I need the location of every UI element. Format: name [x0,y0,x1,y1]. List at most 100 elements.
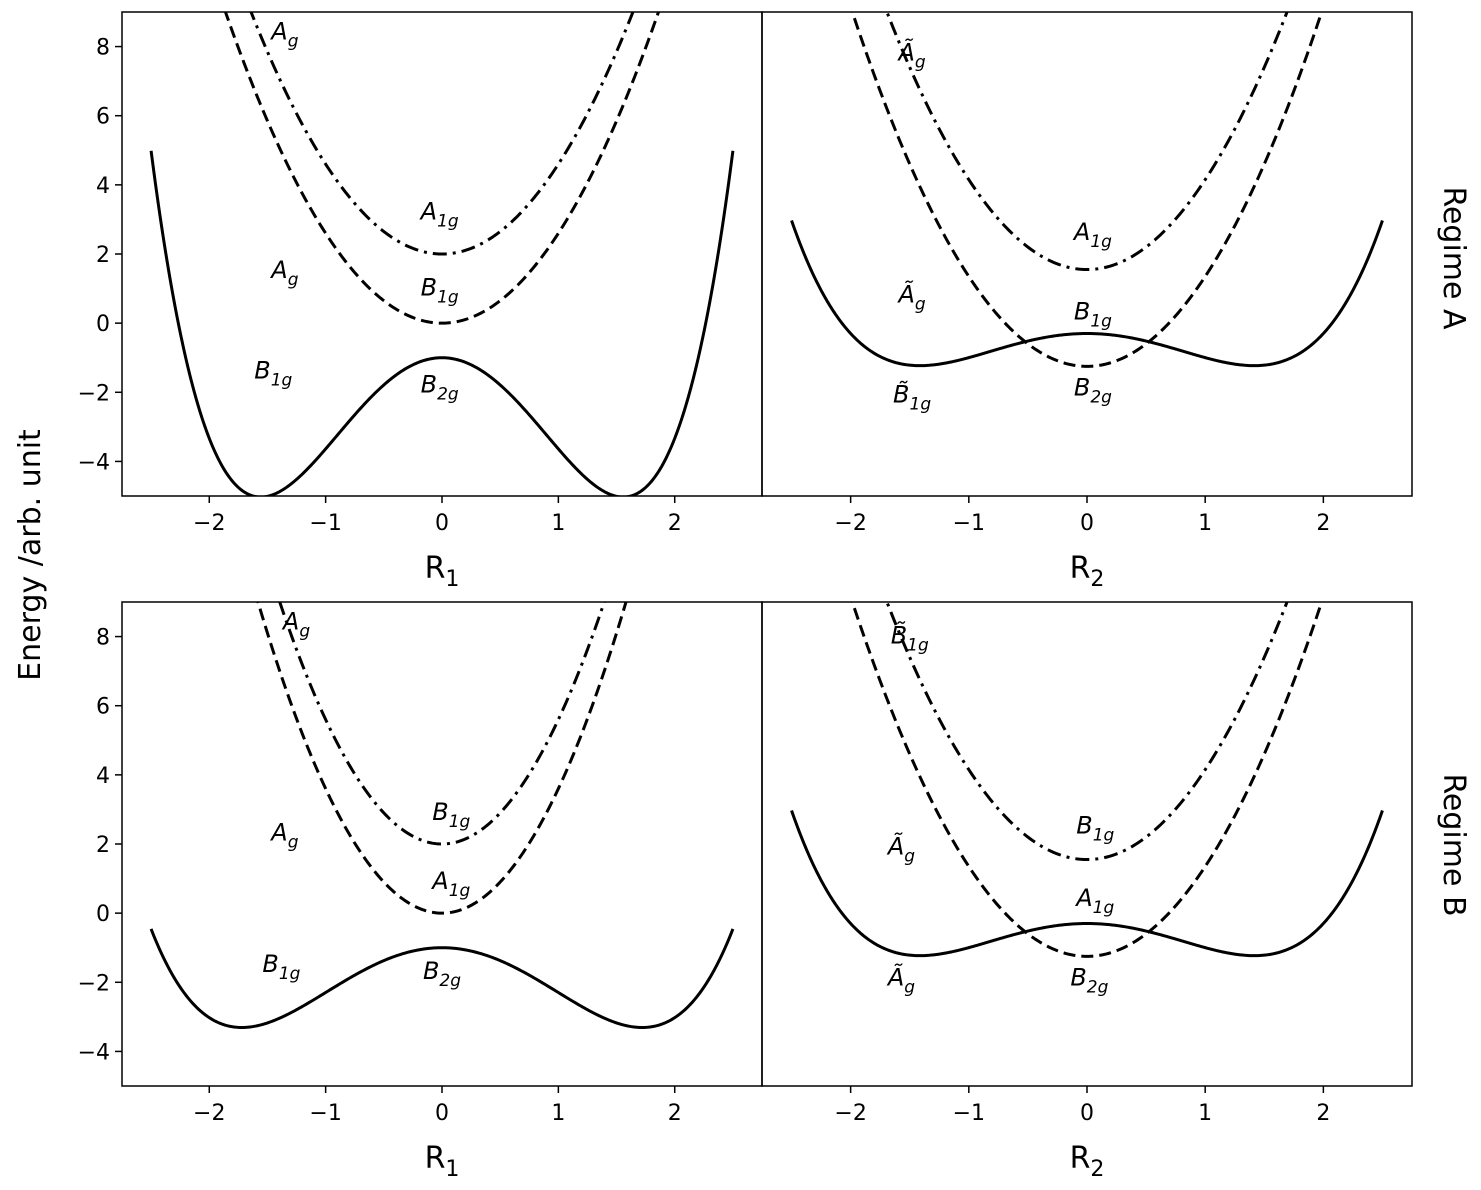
series-line-dashdot [278,602,606,846]
plot-frame [121,601,763,1087]
y-tick-label: 6 [96,105,110,130]
x-tick-label: 2 [668,1101,682,1126]
svg-text:B̃1g: B̃1g [891,621,929,655]
svg-text:B̃1g: B̃1g [893,380,931,414]
x-axis-label: R2 [1070,1141,1105,1182]
x-tick-label: 2 [1316,1101,1330,1126]
y-tick-label: 6 [96,695,110,720]
svg-text:B2g: B2g [1070,964,1108,998]
svg-text:B2g: B2g [421,370,459,404]
series-line-dashed [850,602,1324,958]
svg-text:Ãg: Ãg [886,830,915,866]
plot-frame [761,11,1413,497]
regime-a-label: Regime A [1436,186,1471,330]
panel-3: −2 −1 0 1 2 −4 −2 0 2 4 6 8 R1 Ag B1g Ag A1g B1g B2g [78,601,763,1182]
series-line-solid [149,928,735,1029]
y-tick-label: −4 [78,450,110,475]
curve-label: B1g [262,950,300,984]
series-line-dashed [223,12,661,325]
y-tick-label: −2 [78,971,110,996]
series-line-dashdot [885,602,1289,862]
curve-label: Ag [269,18,298,52]
svg-text:B1g: B1g [262,950,300,984]
plot-frame [761,601,1413,1087]
y-tick-label: 4 [96,174,110,199]
curve-label: Ag [281,608,310,642]
series-line-dashed [256,602,628,915]
curve-label: B̃1g [893,380,931,414]
series-line-solid [790,809,1384,958]
x-tick-label: −2 [834,1101,866,1126]
curve-label: B2g [423,957,461,991]
series-group [149,602,735,1029]
x-tick-label: −1 [953,511,985,536]
svg-text:A1g: A1g [430,867,470,901]
x-tick-label: 1 [1198,1101,1212,1126]
svg-text:Ag: Ag [269,256,298,290]
svg-text:B1g: B1g [432,798,470,832]
curve-label: A1g [1072,218,1112,252]
x-tick-label: 2 [1316,511,1330,536]
curve-label: A1g [419,197,459,231]
svg-text:A1g: A1g [419,197,459,231]
curve-label: B2g [1074,374,1112,408]
curve-label: Ãg [886,962,915,998]
svg-text:B1g: B1g [421,273,459,307]
series-line-solid [149,150,735,496]
x-axis-label: R1 [425,551,460,592]
x-tick-label: 1 [551,1101,565,1126]
y-tick-label: −2 [78,381,110,406]
curve-label: Ag [269,819,298,853]
curve-label: Ag [269,256,298,290]
series-line-dashed [850,12,1324,368]
svg-text:B2g: B2g [1074,374,1112,408]
panel-2: −2 −1 0 1 2 R2 Ãg A1g Ãg B1g B̃1g B2g [761,11,1413,592]
x-tick-label: −2 [193,1101,225,1126]
y-tick-label: −4 [78,1040,110,1065]
y-tick-label: 2 [96,243,110,268]
svg-text:Ãg: Ãg [886,962,915,998]
x-tick-label: 2 [668,511,682,536]
svg-text:A1g: A1g [1072,218,1112,252]
series-line-solid [790,219,1384,368]
panel-4: −2 −1 0 1 2 R2 B̃1g B1g Ãg A1g Ãg B2g [761,601,1413,1182]
regime-b-label: Regime B [1436,773,1471,916]
svg-text:B1g: B1g [1076,812,1114,846]
curve-label: B1g [254,356,292,390]
series-line-dashdot [249,12,635,256]
x-tick-label: 0 [435,511,449,536]
y-axis-label: Energy /arb. unit [13,429,48,681]
svg-text:B2g: B2g [423,957,461,991]
y-tick-label: 8 [96,36,110,61]
curve-label: B̃1g [891,621,929,655]
x-axis-label: R2 [1070,551,1105,592]
svg-text:B1g: B1g [1074,298,1112,332]
x-tick-label: 0 [1080,511,1094,536]
y-tick-label: 2 [96,833,110,858]
curve-label: A1g [430,867,470,901]
y-tick-label: 8 [96,626,110,651]
curve-label: B1g [421,273,459,307]
x-tick-label: −1 [309,1101,341,1126]
series-group [790,12,1384,368]
svg-text:A1g: A1g [1074,884,1114,918]
curve-label: Ãg [886,830,915,866]
x-tick-label: 0 [1080,1101,1094,1126]
y-tick-label: 0 [96,312,110,337]
svg-text:Ag: Ag [269,819,298,853]
svg-text:B1g: B1g [254,356,292,390]
x-axis-label: R1 [425,1141,460,1182]
y-tick-label: 4 [96,764,110,789]
curve-label: B1g [432,798,470,832]
series-group [790,602,1384,958]
svg-text:Ãg: Ãg [896,36,925,72]
y-tick-label: 0 [96,902,110,927]
series-line-dashdot [885,12,1289,272]
x-tick-label: 1 [551,511,565,536]
x-tick-label: −2 [193,511,225,536]
x-tick-label: 0 [435,1101,449,1126]
curve-label: B2g [1070,964,1108,998]
svg-text:Ag: Ag [269,18,298,52]
panel-1: −2 −1 0 1 2 −4 −2 0 2 4 6 8 R1 Ag A1g Ag B1g B1g B2g [78,11,763,592]
